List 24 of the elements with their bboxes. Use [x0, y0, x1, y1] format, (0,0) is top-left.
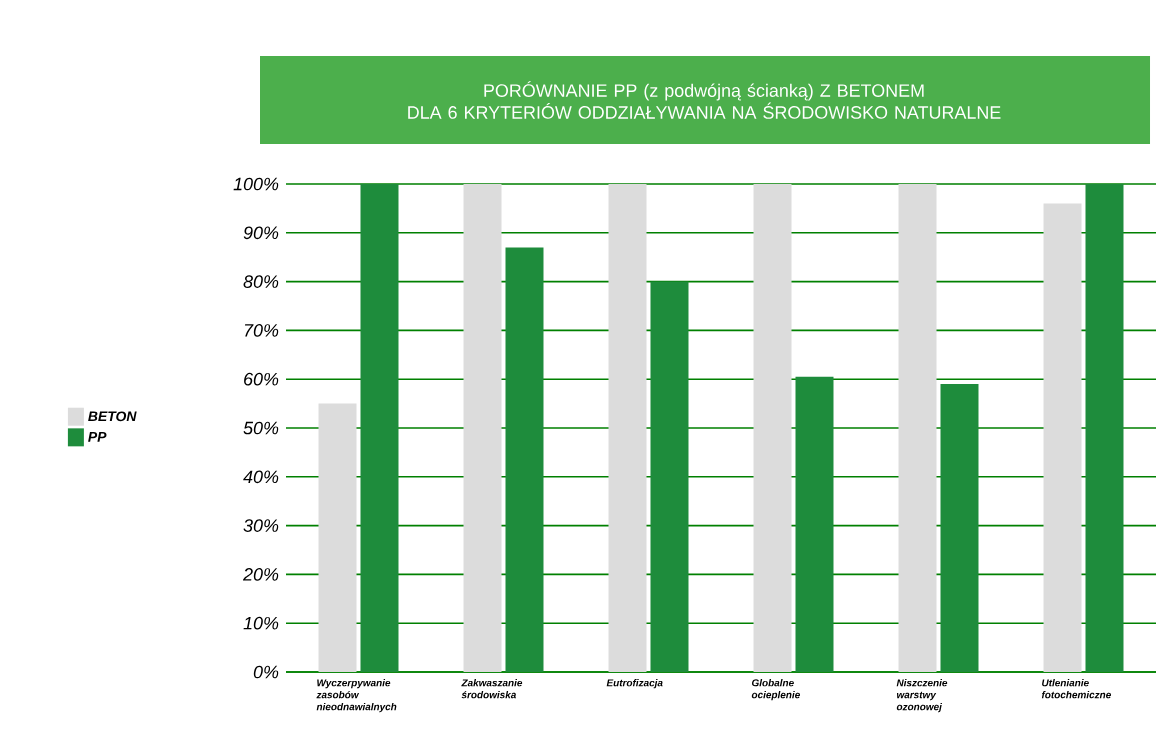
- bar: [795, 376, 834, 672]
- bar: [650, 281, 689, 672]
- bar: [1085, 183, 1124, 672]
- chart-title: PORÓWNANIE PP (z podwójną ścianką) Z BETONEM DLA 6 KRYTERIÓW ODDZIAŁYWANIA NA ŚRODOWISKO NATURALNE: [408, 81, 1001, 119]
- bar: [463, 183, 502, 672]
- bar: [318, 403, 357, 672]
- bar: [1043, 203, 1082, 672]
- y-tick-label: 80%: [243, 275, 279, 288]
- y-tick-label: 10%: [243, 616, 279, 630]
- y-tick-label: 70%: [244, 324, 279, 337]
- y-tick-label: 30%: [243, 519, 279, 532]
- bar: [360, 183, 399, 672]
- y-tick-label: 40%: [243, 470, 279, 484]
- bar: [940, 384, 979, 672]
- bar: [753, 183, 792, 672]
- y-tick-label: 20%: [242, 568, 279, 581]
- y-tick-label: 90%: [243, 226, 279, 240]
- y-tick-label: 60%: [244, 372, 279, 386]
- bar: [608, 183, 647, 672]
- bar: [505, 247, 544, 672]
- bar: [898, 183, 937, 672]
- y-tick-label: 50%: [243, 421, 279, 435]
- y-tick-label: 0%: [253, 665, 279, 679]
- y-tick-label: 100%: [233, 177, 279, 191]
